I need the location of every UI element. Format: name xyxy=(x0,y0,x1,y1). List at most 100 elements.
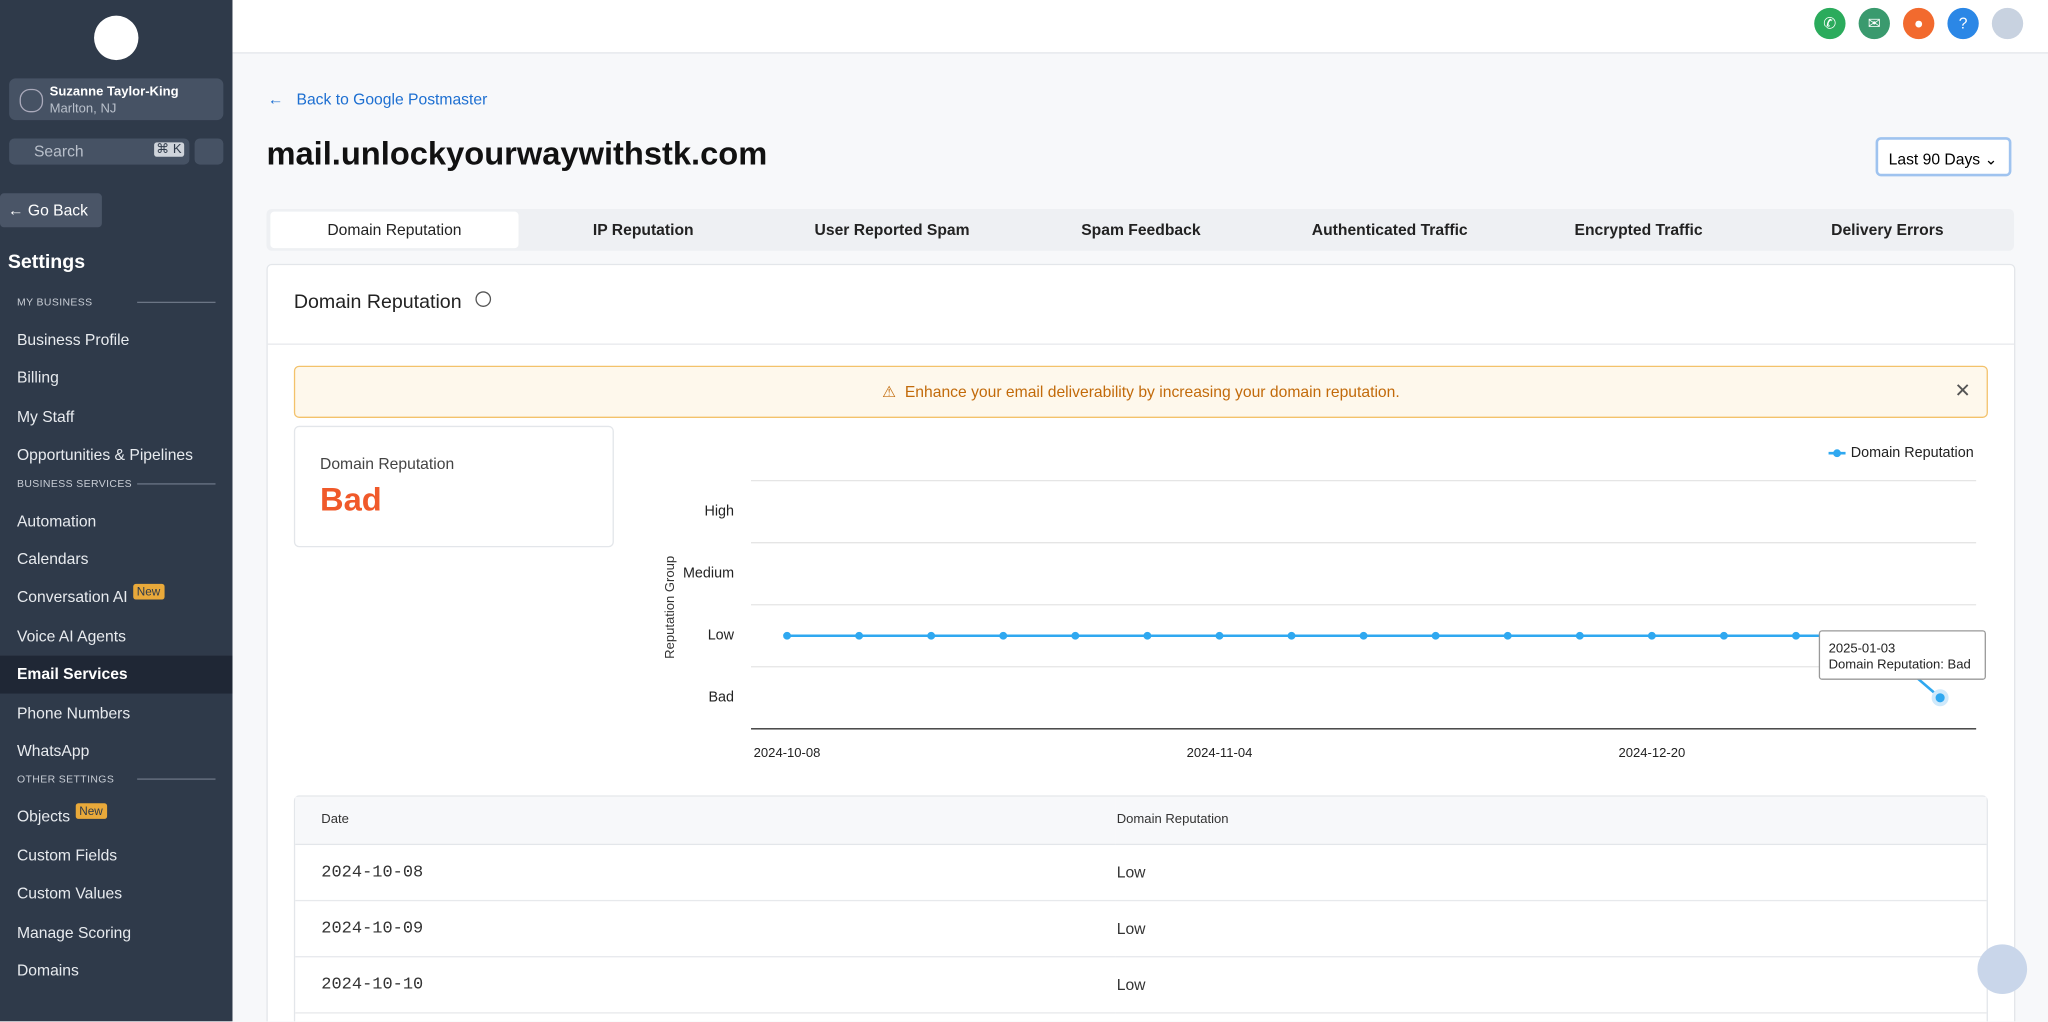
y-tick-label: Low xyxy=(708,628,735,644)
table-header: Date Domain Reputation xyxy=(295,796,1987,844)
nav-item[interactable]: Custom Fields xyxy=(17,846,117,864)
nav-item[interactable]: Phone Numbers xyxy=(17,703,130,721)
alert-close[interactable]: ✕ xyxy=(1954,380,1971,403)
table-cell: 2024-10-08 xyxy=(321,862,424,882)
section-title: MY BUSINESS xyxy=(16,296,93,309)
user-name: Suzanne Taylor-King xyxy=(49,84,179,100)
tooltip-text: Domain Reputation: Bad xyxy=(1829,656,1971,671)
nav-item[interactable]: Billing xyxy=(17,369,59,387)
nav-label: Email Services xyxy=(16,665,128,684)
data-point xyxy=(1720,631,1728,640)
nav-item[interactable]: Automation xyxy=(17,511,96,529)
legend-dot xyxy=(1833,449,1841,458)
x-tick-label: 2024-11-04 xyxy=(1187,745,1253,760)
sidebar: Suzanne Taylor-King Marlton, NJ Search ⌘… xyxy=(0,0,233,1022)
nav-item[interactable]: Opportunities & Pipelines xyxy=(17,446,193,464)
info-icon[interactable] xyxy=(475,291,492,307)
data-point xyxy=(1287,631,1296,640)
legend-label: Domain Reputation xyxy=(1851,445,1974,461)
nav-item[interactable]: Voice AI Agents xyxy=(17,627,126,645)
table: Date Domain Reputation 2024-10-08 Low 2024… xyxy=(295,796,1987,1013)
data-point xyxy=(1431,631,1440,640)
summary-label: Domain Reputation xyxy=(319,454,455,473)
help-icon[interactable]: ? xyxy=(1947,7,1979,40)
nav-item[interactable]: WhatsApp xyxy=(17,742,89,760)
x-tick-label: 2024-10-08 xyxy=(754,745,821,760)
tab[interactable]: Domain Reputation xyxy=(270,211,519,249)
back-link[interactable]: ← Back to Google Postmaster xyxy=(267,90,488,109)
date-range-select[interactable]: Last 90 Days ⌄ xyxy=(1875,137,2012,177)
account-switcher[interactable]: Suzanne Taylor-King Marlton, NJ xyxy=(9,78,224,121)
data-point xyxy=(1215,631,1224,640)
search-placeholder: Search xyxy=(33,142,84,161)
data-point xyxy=(1503,631,1512,640)
section-divider xyxy=(137,301,216,304)
nav-item[interactable]: Manage Scoring xyxy=(17,923,131,941)
nav-item[interactable]: Objects New xyxy=(16,803,107,826)
nav-label: Calendars xyxy=(16,549,89,569)
tab[interactable]: Spam Feedback xyxy=(1081,220,1201,240)
nav-item[interactable]: Business Profile xyxy=(17,330,129,348)
section-title: OTHER SETTINGS xyxy=(16,773,115,786)
chat-widget[interactable] xyxy=(1977,944,2028,994)
nav-label: Manage Scoring xyxy=(16,922,132,942)
table-cell: Low xyxy=(1116,862,1146,881)
column-header: Domain Reputation xyxy=(1116,812,1229,828)
nav-item[interactable]: Domains xyxy=(17,961,79,979)
summary-value: Bad xyxy=(319,481,382,519)
alert-text: ⚠ Enhance your email deliverability by i… xyxy=(882,382,1400,401)
x-tick-label: 2024-12-20 xyxy=(1618,745,1685,760)
tab[interactable]: IP Reputation xyxy=(592,220,694,240)
nav-item[interactable]: My Staff xyxy=(17,407,74,425)
data-point xyxy=(999,631,1008,640)
column-header[interactable]: Date xyxy=(321,812,349,828)
data-point xyxy=(855,631,864,640)
section-divider xyxy=(137,778,216,781)
nav-item[interactable]: Calendars xyxy=(17,550,88,568)
nav-label: Custom Values xyxy=(16,884,123,903)
notification-icon[interactable]: ● xyxy=(1903,7,1935,40)
tab[interactable]: Authenticated Traffic xyxy=(1311,220,1468,240)
back-link-text: Back to Google Postmaster xyxy=(296,90,488,109)
table-cell: Low xyxy=(1116,918,1146,938)
section-divider xyxy=(137,482,216,485)
nav-label: Domains xyxy=(16,961,79,980)
y-axis-label: Reputation Group xyxy=(662,556,677,659)
nav-item[interactable]: Custom Values xyxy=(17,884,122,902)
tab[interactable]: Delivery Errors xyxy=(1831,220,1944,240)
data-point xyxy=(1931,689,1949,707)
badge: New xyxy=(132,584,165,601)
y-tick-label: Medium xyxy=(683,566,734,582)
summary-card: Domain Reputation Bad xyxy=(293,425,614,548)
table-cell: 2024-10-10 xyxy=(321,974,424,994)
data-point xyxy=(1792,631,1800,640)
active-highlight xyxy=(0,655,233,694)
nav-label: Automation xyxy=(16,511,97,530)
nav-label: My Staff xyxy=(16,407,75,426)
badge: New xyxy=(75,803,107,820)
tab-bar xyxy=(266,208,2015,251)
avatar[interactable] xyxy=(1991,7,2024,40)
nav-label: Opportunities & Pipelines xyxy=(16,445,193,464)
tab[interactable]: Encrypted Traffic xyxy=(1574,220,1703,240)
quick-action[interactable] xyxy=(194,138,224,165)
nav-item[interactable]: Conversation AI New xyxy=(17,584,165,607)
nav-label: Business Profile xyxy=(16,330,130,349)
nav-item[interactable]: Email Services xyxy=(17,665,128,683)
settings-title: Settings xyxy=(7,250,86,273)
data-point xyxy=(783,631,791,640)
top-bar: ✆ ✉ ● ? xyxy=(232,0,2048,54)
go-back-button[interactable]: ← Go Back xyxy=(0,193,102,228)
nav-label: Objects xyxy=(16,807,71,826)
user-icon xyxy=(19,88,44,113)
search-shortcut: ⌘ K xyxy=(153,142,185,157)
date-range-label: Last 90 Days xyxy=(1888,150,1981,169)
data-point xyxy=(1647,631,1656,640)
phone-icon[interactable]: ✆ xyxy=(1814,7,1846,40)
data-point xyxy=(927,631,936,640)
tab[interactable]: User Reported Spam xyxy=(814,220,970,240)
search-box[interactable]: Search ⌘ K xyxy=(9,138,190,165)
announce-icon[interactable]: ✉ xyxy=(1858,7,1890,40)
table-cell: 2024-10-09 xyxy=(321,918,424,938)
